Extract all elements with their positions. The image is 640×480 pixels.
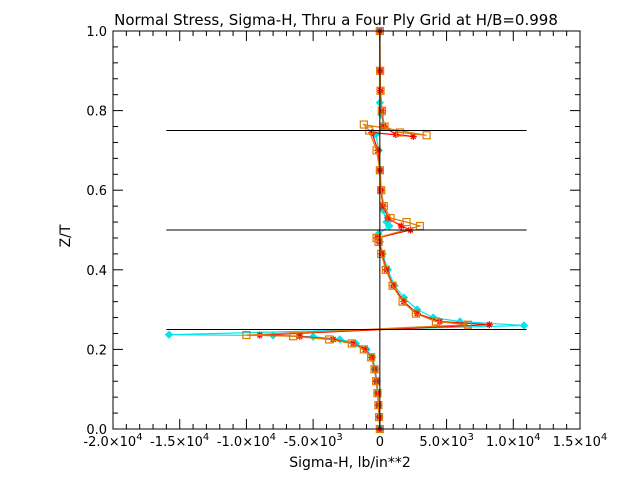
data-point-square [386, 213, 395, 223]
x-tick-label: 1.0×104 [486, 432, 540, 450]
data-point-square [411, 309, 420, 318]
reference-lines [166, 31, 527, 429]
data-point-asterisk [397, 222, 405, 230]
x-tick-label-exponent: 4 [534, 432, 540, 443]
data-point-asterisk [384, 214, 392, 222]
data-point-square [381, 265, 390, 274]
x-tick-label-mantissa: 5.0×10 [419, 435, 467, 450]
data-point-square [242, 330, 251, 340]
plot-frame [112, 30, 581, 430]
x-tick-label-mantissa: 0 [376, 435, 384, 450]
y-tick-label: 0.4 [86, 264, 107, 279]
data-point-square [377, 106, 386, 115]
x-tick-label: -5.0×103 [284, 432, 343, 450]
x-tick-label-exponent: 4 [136, 432, 142, 443]
data-point-asterisk [368, 128, 376, 136]
data-point-square [395, 128, 404, 137]
data-point-square [377, 186, 386, 195]
data-point-square [431, 317, 440, 326]
x-tick-label-mantissa: -5.0×10 [284, 435, 337, 450]
data-point-square [347, 339, 356, 348]
x-axis-label: Sigma-H, lb/in**2 [289, 455, 411, 471]
data-point-square [359, 345, 368, 354]
data-point-square [422, 131, 431, 140]
data-point-square [379, 202, 388, 211]
axis-ticks: -2.0×104 -1.5×104 -1.0×104 -5.0×103 0 5.0×103… [83, 25, 607, 450]
x-tick-label: -1.5×104 [150, 432, 209, 450]
y-tick-label: 0.0 [86, 423, 107, 438]
data-point-square [289, 332, 298, 341]
data-point-asterisk [378, 250, 386, 258]
y-tick-label: 1.0 [86, 25, 107, 40]
series-line [246, 30, 468, 430]
y-tick-label: 0.2 [86, 343, 107, 358]
data-point-square [377, 249, 386, 258]
x-tick-label: 0 [376, 435, 384, 450]
data-point-asterisk [400, 298, 408, 306]
data-point-square [359, 120, 368, 129]
data-point-asterisk [409, 132, 417, 140]
data-point-square [373, 389, 382, 398]
x-tick-label-mantissa: -1.5×10 [150, 435, 203, 450]
data-point-square [376, 86, 385, 95]
data-point-asterisk [485, 321, 493, 329]
data-point-square [463, 320, 473, 329]
x-tick-label-exponent: 3 [467, 432, 473, 443]
data-point-asterisk [380, 123, 388, 131]
x-tick-label-mantissa: 1.0×10 [486, 435, 534, 450]
data-point-square [388, 281, 397, 290]
x-tick-label-exponent: 4 [203, 432, 209, 443]
x-tick-label-mantissa: -1.0×10 [217, 435, 270, 450]
y-tick-label: 0.8 [86, 105, 107, 120]
x-tick-label-exponent: 4 [270, 432, 276, 443]
data-point-square [370, 365, 379, 374]
x-tick-label-mantissa: 1.5×10 [553, 435, 601, 450]
data-point-square [398, 297, 407, 306]
x-tick-label: -2.0×104 [83, 432, 142, 450]
x-tick-label: 1.5×104 [553, 432, 607, 450]
data-point-square [402, 217, 411, 227]
y-axis-label: Z/T [58, 224, 74, 247]
data-point-diamond [164, 330, 174, 339]
x-tick-label-exponent: 3 [336, 432, 342, 443]
x-tick-label-mantissa: -2.0×10 [83, 435, 136, 450]
x-tick-label: -1.0×104 [217, 432, 276, 450]
data-point-square [367, 353, 376, 362]
data-point-asterisk [296, 332, 304, 340]
x-tick-label-exponent: 4 [601, 432, 607, 443]
data-point-square [374, 401, 383, 410]
data-point-square [374, 412, 384, 422]
data-point-asterisk [374, 146, 382, 154]
y-tick-label: 0.6 [86, 184, 107, 199]
data-point-asterisk [379, 202, 387, 210]
data-point-square [325, 335, 334, 344]
x-tick-label: 5.0×103 [419, 432, 473, 450]
data-point-asterisk [361, 345, 369, 353]
chart-title: Normal Stress, Sigma-H, Thru a Four Ply … [114, 11, 558, 29]
